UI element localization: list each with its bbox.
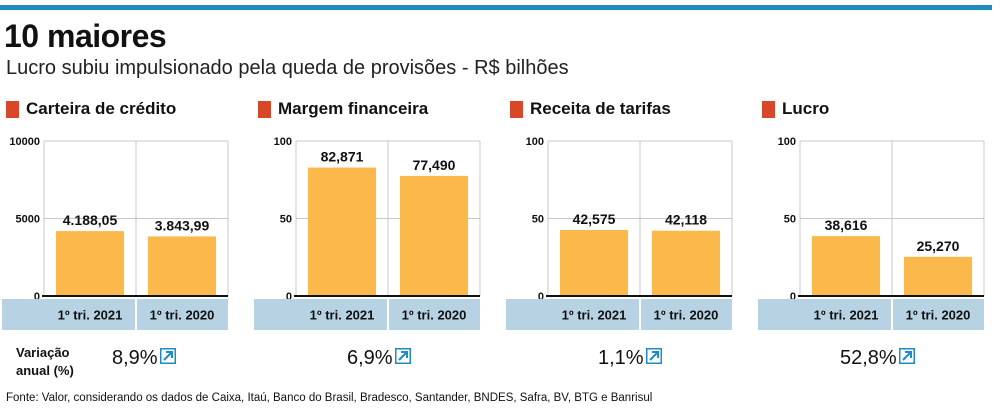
category-band xyxy=(506,299,732,330)
arrow-up-right-icon xyxy=(394,346,411,370)
y-tick-label: 5000 xyxy=(16,214,40,226)
bar-value-label: 82,871 xyxy=(321,149,364,165)
variation-value-carteira: 8,9% xyxy=(112,346,176,370)
bar xyxy=(399,175,469,296)
panel-title-label: Margem financeira xyxy=(278,99,429,118)
panel-title-label: Lucro xyxy=(782,99,830,118)
category-label: 1º tri. 2020 xyxy=(906,308,971,323)
panel-title-label: Carteira de crédito xyxy=(26,99,177,118)
page-subtitle: Lucro subiu impulsionado pela queda de p… xyxy=(6,57,569,79)
page-title: 10 maiores xyxy=(4,18,167,54)
y-tick-label: 0 xyxy=(34,291,40,303)
bar-value-label: 77,490 xyxy=(413,157,456,173)
category-label: 1º tri. 2020 xyxy=(402,308,467,323)
legend-square-icon xyxy=(258,100,271,118)
variation-value-margem: 6,9% xyxy=(347,346,411,370)
variation-value-receita: 1,1% xyxy=(598,346,662,370)
arrow-up-right-icon xyxy=(159,346,176,370)
panel-title-label: Receita de tarifas xyxy=(530,99,671,118)
y-tick-label: 100 xyxy=(526,136,544,148)
bar xyxy=(55,231,125,296)
panel-title-lucro: Lucro xyxy=(762,98,829,120)
variation-text: 8,9% xyxy=(112,347,158,369)
bar-value-label: 38,616 xyxy=(825,217,868,233)
bar-value-label: 3.843,99 xyxy=(155,217,210,233)
bar xyxy=(147,236,217,296)
panel-title-carteira: Carteira de crédito xyxy=(6,98,176,120)
bar-value-label: 42,575 xyxy=(573,211,616,227)
bar-value-label: 42,118 xyxy=(665,212,707,228)
bar-value-label: 25,270 xyxy=(917,238,960,254)
arrow-up-right-icon xyxy=(898,346,915,370)
legend-square-icon xyxy=(510,100,523,118)
category-label: 1º tri. 2020 xyxy=(654,308,719,323)
y-tick-label: 50 xyxy=(280,214,292,226)
arrow-up-right-icon xyxy=(645,346,662,370)
y-tick-label: 10000 xyxy=(9,136,40,148)
variation-value-lucro: 52,8% xyxy=(840,346,915,370)
legend-square-icon xyxy=(762,100,775,118)
bar xyxy=(307,167,377,296)
category-label: 1º tri. 2021 xyxy=(562,308,627,323)
category-band xyxy=(758,299,984,330)
variation-text: 6,9% xyxy=(347,347,393,369)
category-label: 1º tri. 2020 xyxy=(150,308,215,323)
bar xyxy=(651,230,721,296)
category-label: 1º tri. 2021 xyxy=(58,308,123,323)
bar-value-label: 4.188,05 xyxy=(63,212,118,228)
bar xyxy=(811,236,881,296)
variation-label-line1: Variação xyxy=(16,345,70,360)
y-tick-label: 100 xyxy=(274,136,292,148)
category-label: 1º tri. 2021 xyxy=(310,308,375,323)
y-tick-label: 50 xyxy=(784,214,796,226)
y-tick-label: 0 xyxy=(790,291,796,303)
panel-title-receita: Receita de tarifas xyxy=(510,98,671,120)
y-tick-label: 0 xyxy=(538,291,544,303)
legend-square-icon xyxy=(6,100,19,118)
variation-label: Variação anual (%) xyxy=(16,344,74,380)
top-accent-bar xyxy=(0,5,992,10)
variation-label-line2: anual (%) xyxy=(16,363,74,378)
y-tick-label: 0 xyxy=(286,291,292,303)
variation-text: 1,1% xyxy=(598,347,644,369)
bar xyxy=(559,230,629,296)
category-band xyxy=(254,299,480,330)
panel-title-margem: Margem financeira xyxy=(258,98,428,120)
y-tick-label: 50 xyxy=(532,214,544,226)
category-label: 1º tri. 2021 xyxy=(814,308,879,323)
category-band xyxy=(2,299,228,330)
variation-text: 52,8% xyxy=(840,347,897,369)
y-tick-label: 100 xyxy=(778,136,796,148)
bar xyxy=(903,256,973,296)
source-note: Fonte: Valor, considerando os dados de C… xyxy=(6,392,653,404)
